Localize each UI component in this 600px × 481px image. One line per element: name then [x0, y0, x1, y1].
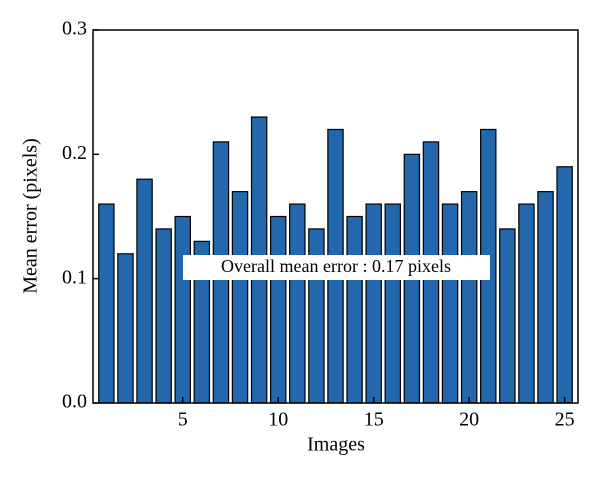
- y-tick-label: 0.0: [62, 391, 87, 413]
- bar: [441, 203, 459, 404]
- x-axis-label: Images: [307, 434, 365, 456]
- bar: [136, 178, 153, 404]
- y-tick-label: 0.1: [62, 266, 87, 288]
- y-tick-label: 0.2: [62, 142, 87, 164]
- x-tick-label: 25: [555, 409, 575, 431]
- bar: [98, 203, 115, 404]
- bar: [556, 166, 573, 404]
- x-tick-label: 10: [268, 409, 288, 431]
- x-tick-label: 5: [178, 409, 188, 431]
- bar: [384, 203, 402, 404]
- annotation-box: [183, 255, 490, 280]
- bar: [499, 228, 516, 404]
- bar: [289, 203, 306, 404]
- y-axis-label: Mean error (pixels): [20, 138, 42, 294]
- x-tick-label: 20: [459, 409, 479, 431]
- bar: [537, 191, 554, 404]
- annotation: Overall mean error : 0.17 pixels: [221, 256, 451, 276]
- bar: [174, 215, 191, 404]
- bar: [117, 253, 134, 404]
- y-tick-label: 0.3: [62, 18, 87, 40]
- x-tick-label: 15: [364, 409, 384, 431]
- plot-frame: [92, 29, 579, 404]
- bar: [460, 191, 478, 404]
- bar: [269, 215, 287, 404]
- bar: [365, 203, 382, 404]
- bar: [518, 203, 535, 404]
- bar: [346, 215, 363, 404]
- bar: [231, 191, 249, 404]
- bar: [155, 228, 172, 404]
